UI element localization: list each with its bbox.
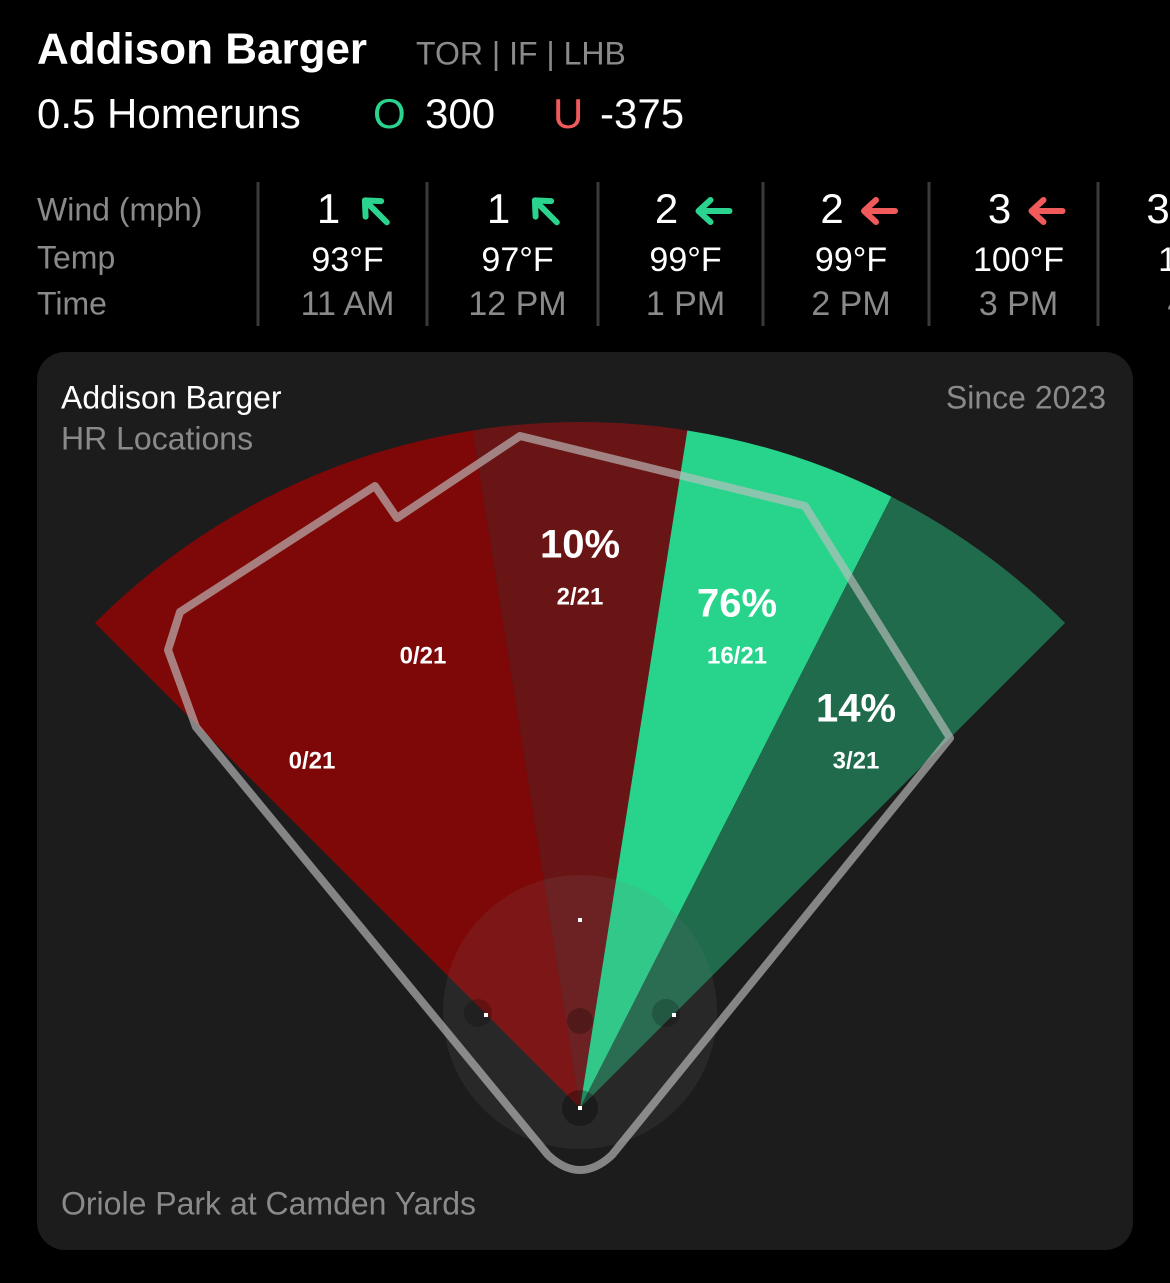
time: 1 PM	[646, 285, 725, 323]
time: 3 PM	[979, 285, 1058, 323]
row-label: Time	[37, 285, 107, 321]
venue: Oriole Park at Camden Yards	[61, 1185, 476, 1221]
wind-speed: 3	[1146, 185, 1169, 232]
wind-speed: 1	[317, 185, 340, 232]
player-name: Addison Barger	[37, 25, 367, 74]
temperature: 10	[1158, 241, 1170, 279]
wind-speed: 3	[988, 185, 1011, 232]
zone-count: 3/21	[833, 747, 880, 774]
under-odds[interactable]: -375	[600, 90, 684, 137]
over-label: O	[373, 90, 406, 137]
hr-zone	[580, 496, 1066, 1108]
hr-zone	[580, 430, 892, 1108]
zone-percent: 14%	[816, 687, 896, 731]
hr-zone	[94, 496, 581, 1108]
temperature: 99°F	[649, 241, 721, 279]
under-label: U	[553, 90, 583, 137]
base-circle	[464, 999, 492, 1027]
arrow-shape	[695, 197, 733, 225]
zone-percent: 76%	[697, 582, 777, 626]
zone-count: 16/21	[707, 642, 767, 669]
base	[578, 1106, 582, 1110]
card-subtitle: HR Locations	[61, 420, 253, 456]
market: 0.5 Homeruns	[37, 90, 301, 137]
temperature: 99°F	[815, 241, 887, 279]
mound	[567, 1008, 593, 1034]
hr-zone	[472, 422, 688, 1108]
arrow-shape	[861, 197, 898, 225]
time: 12 PM	[468, 285, 566, 323]
zone-count: 2/21	[557, 583, 604, 610]
wind-arrow	[1028, 197, 1066, 225]
temperature: 97°F	[481, 241, 553, 279]
card-title: Addison Barger	[61, 379, 282, 415]
base	[484, 1013, 488, 1017]
outfield-wall	[164, 432, 954, 1174]
field: 0/21 0/21 10% 2/21 76% 16/21 14% 3/21	[94, 422, 1066, 1174]
base	[672, 1013, 676, 1017]
base-circle	[652, 999, 680, 1027]
zone-count: 0/21	[400, 642, 447, 669]
row-label: Temp	[37, 239, 115, 275]
player-meta: TOR | IF | LHB	[416, 35, 626, 71]
wind-arrow	[361, 197, 390, 226]
wind-arrow	[531, 197, 560, 226]
row-label: Wind (mph)	[37, 191, 202, 227]
time: 2 PM	[811, 285, 890, 323]
zone-count: 0/21	[289, 747, 336, 774]
wind-arrow	[861, 197, 898, 225]
arrow-shape	[531, 197, 560, 226]
wind-arrow	[695, 197, 733, 225]
wind-speed: 1	[487, 185, 510, 232]
arrow-shape	[361, 197, 390, 226]
wind-speed: 2	[655, 185, 678, 232]
time: 11 AM	[301, 285, 395, 323]
base	[578, 918, 582, 922]
time: 4	[1168, 285, 1170, 323]
zone-percent: 10%	[540, 523, 620, 567]
arrow-shape	[1028, 197, 1066, 225]
since: Since 2023	[946, 379, 1106, 415]
infield	[443, 875, 717, 1149]
temperature: 93°F	[311, 241, 383, 279]
over-odds[interactable]: 300	[425, 90, 495, 137]
temperature: 100°F	[973, 241, 1064, 279]
hr-zone	[268, 430, 580, 1108]
wind-speed: 2	[820, 185, 843, 232]
